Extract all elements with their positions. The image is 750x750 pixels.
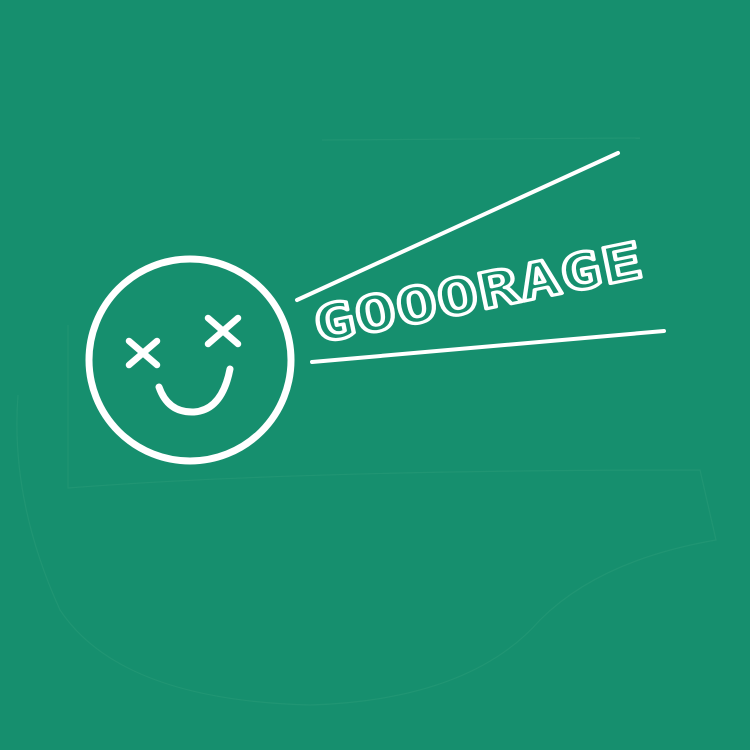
right-x-eye-icon xyxy=(204,314,242,348)
card-outline xyxy=(16,137,717,706)
speed-lines xyxy=(295,151,666,364)
card-top-edge xyxy=(321,137,641,141)
smile-mouth xyxy=(155,365,234,416)
upper-speed-line xyxy=(295,151,620,302)
lower-speed-line xyxy=(310,329,666,364)
smiley-outline xyxy=(85,255,295,465)
left-x-eye-icon xyxy=(125,337,161,369)
dizzy-smiley-face-icon xyxy=(85,255,295,465)
card-lower-outline xyxy=(16,325,717,706)
